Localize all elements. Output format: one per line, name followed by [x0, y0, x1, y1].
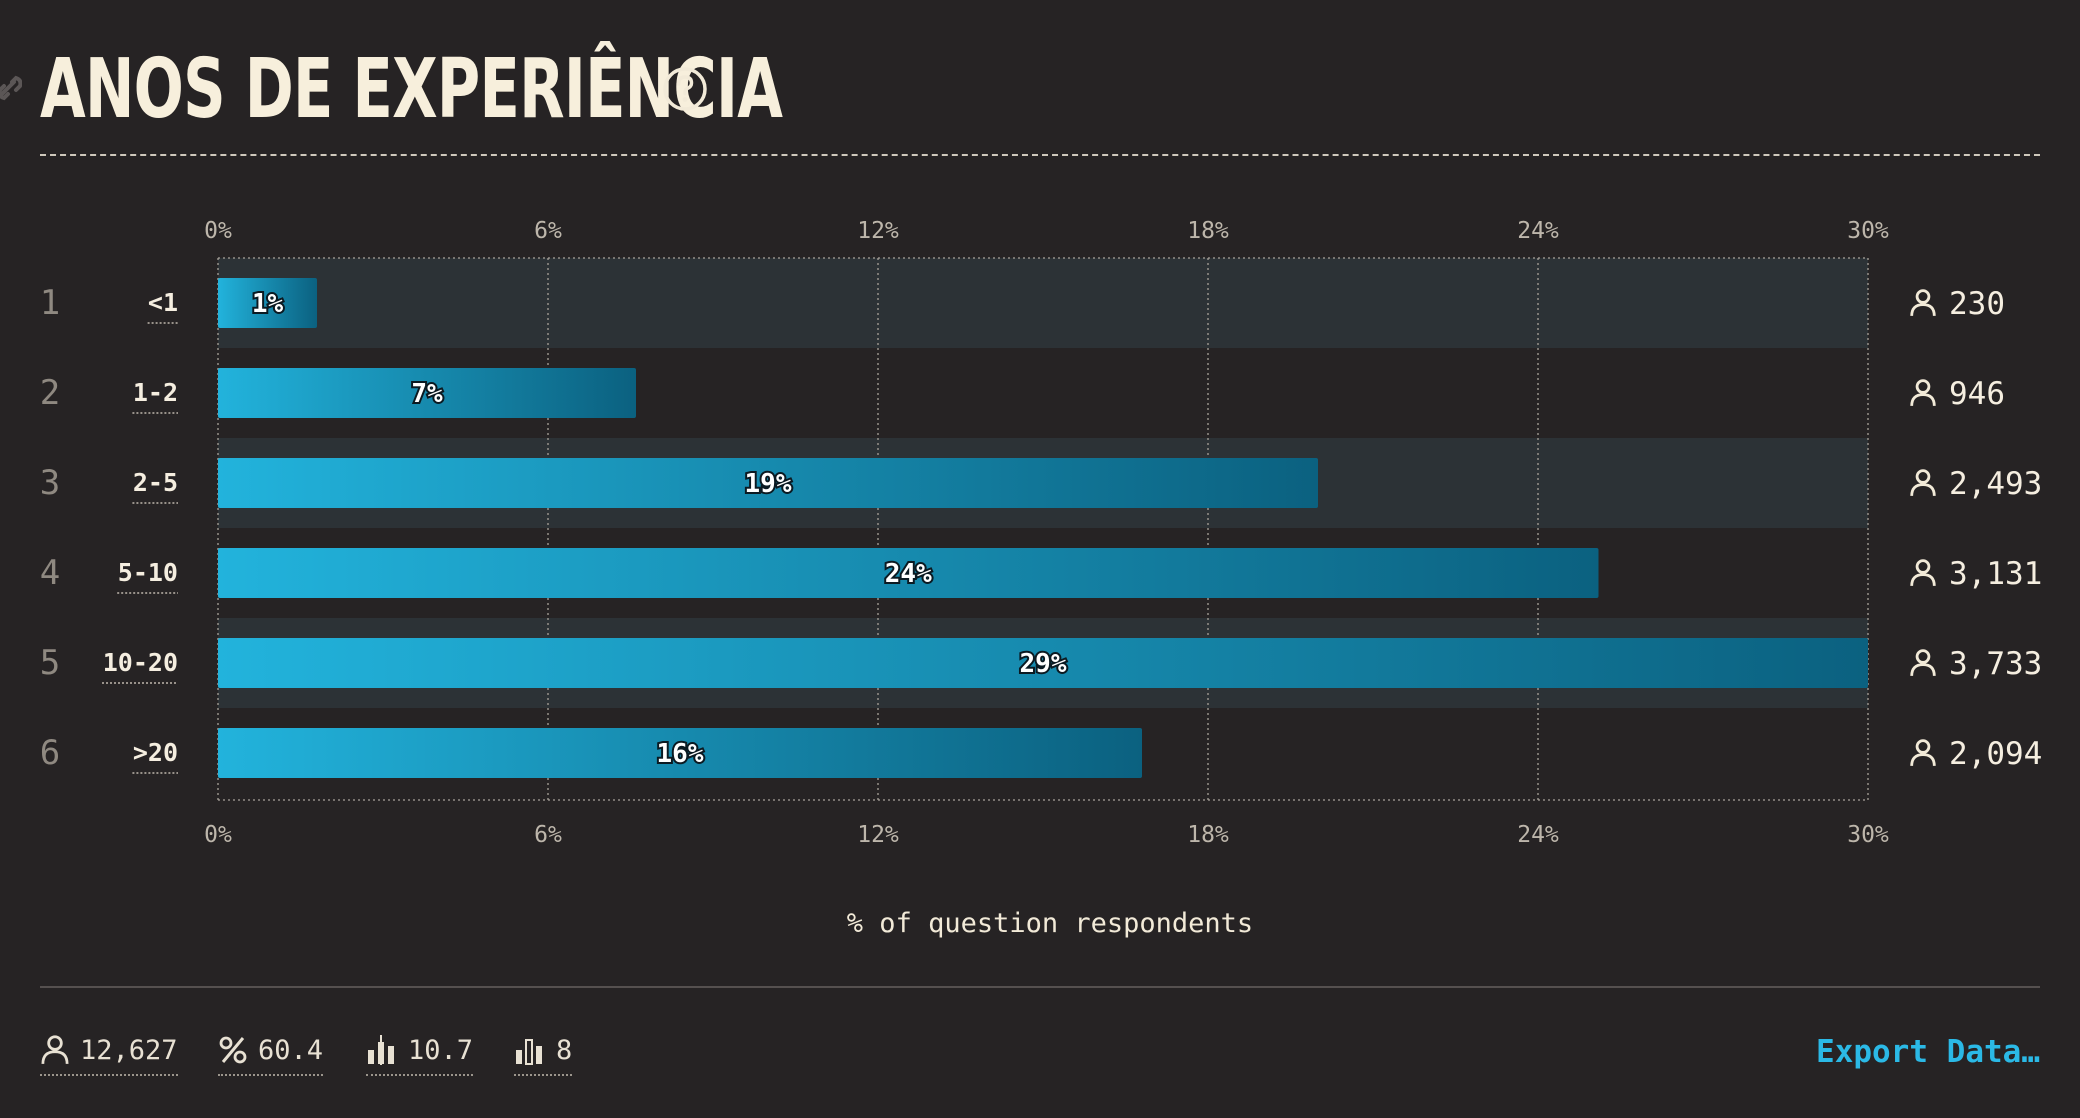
bar[interactable]	[218, 728, 1142, 778]
category-label[interactable]: >20	[133, 738, 178, 767]
person-icon	[1910, 559, 1936, 587]
bar-value-label: 24%	[885, 559, 932, 589]
average-icon	[368, 1035, 394, 1065]
bar[interactable]	[218, 638, 1868, 688]
person-icon	[41, 1035, 69, 1064]
x-tick-label-bottom: 24%	[1517, 822, 1559, 848]
bar-value-label: 16%	[657, 739, 704, 769]
row-rank: 1	[40, 283, 60, 323]
respondent-count: 946	[1949, 376, 2005, 412]
average-stat[interactable]: 10.7	[366, 1030, 474, 1076]
respondent-count: 3,131	[1949, 556, 2042, 592]
x-tick-label-top: 30%	[1847, 218, 1889, 244]
bars	[218, 278, 1868, 778]
header-divider	[40, 154, 2040, 156]
person-icon	[1910, 739, 1936, 767]
x-tick-label-bottom: 0%	[204, 822, 232, 848]
bar-value-label: 7%	[411, 379, 443, 409]
bar[interactable]	[218, 548, 1599, 598]
chart-footer: 12,627 60.4 10.7 8 Export Data…	[40, 1030, 2040, 1080]
category-label[interactable]: 10-20	[103, 648, 178, 677]
person-icon	[1910, 289, 1936, 317]
median-icon	[516, 1039, 542, 1065]
bar[interactable]	[218, 278, 317, 328]
x-tick-label-bottom: 18%	[1187, 822, 1229, 848]
x-tick-label-bottom: 30%	[1847, 822, 1889, 848]
respondent-count: 230	[1949, 286, 2005, 322]
bar[interactable]	[218, 368, 636, 418]
bar-value-label: 19%	[745, 469, 792, 499]
x-tick-label-bottom: 6%	[534, 822, 562, 848]
person-icon	[1910, 649, 1936, 677]
row-rank: 3	[40, 463, 60, 503]
bar-chart: 0%0%6%6%12%12%18%18%24%24%30%30% 1%1 <1 23…	[40, 218, 2043, 939]
row-band	[218, 258, 1868, 348]
x-tick-label-top: 12%	[857, 218, 899, 244]
link-icon[interactable]	[0, 72, 23, 104]
respondent-count: 2,493	[1949, 466, 2042, 502]
bar[interactable]	[218, 458, 1318, 508]
person-icon	[1910, 469, 1936, 497]
respondent-count: 2,094	[1949, 736, 2042, 772]
percent-value: 60.4	[258, 1034, 324, 1066]
respondents-stat[interactable]: 12,627	[40, 1030, 178, 1076]
x-tick-label-top: 6%	[534, 218, 562, 244]
percent-icon	[219, 1036, 247, 1064]
percent-stat[interactable]: 60.4	[218, 1030, 324, 1076]
help-icon[interactable]	[662, 66, 708, 112]
labels: 1% 1 <1 230 7% 2 1-2 946 19% 3 2-5 2,493 24% 4 5-10 3,1…	[40, 283, 2042, 774]
page-title: ANOS DE EXPERIÊNCIA	[40, 42, 783, 137]
category-label[interactable]: 2-5	[133, 468, 178, 497]
bottom-divider	[40, 986, 2040, 988]
bar-value-label: 1%	[252, 289, 284, 319]
row-rank: 6	[40, 733, 60, 773]
row-rank: 2	[40, 373, 60, 413]
person-icon	[1910, 379, 1936, 407]
x-tick-label-top: 0%	[204, 218, 232, 244]
export-data-link[interactable]: Export Data…	[1816, 1034, 2040, 1070]
category-label[interactable]: <1	[148, 288, 178, 317]
category-label[interactable]: 1-2	[133, 378, 178, 407]
category-label[interactable]: 5-10	[118, 558, 178, 587]
chart-header: ANOS DE EXPERIÊNCIA	[0, 36, 2040, 166]
x-tick-label-bottom: 12%	[857, 822, 899, 848]
respondent-count: 3,733	[1949, 646, 2042, 682]
median-value: 8	[556, 1034, 573, 1066]
respondents-value: 12,627	[80, 1034, 178, 1066]
bar-value-label: 29%	[1020, 649, 1067, 679]
row-rank: 5	[40, 643, 60, 683]
grid-lines: 0% 0% 6% 6% 12% 12% 18% 18% 24% 24% 30% 30%	[204, 218, 1889, 848]
median-stat[interactable]: 8	[514, 1030, 573, 1076]
x-axis-label: % of question respondents	[847, 908, 1253, 939]
x-tick-label-top: 24%	[1517, 218, 1559, 244]
x-tick-label-top: 18%	[1187, 218, 1229, 244]
row-rank: 4	[40, 553, 60, 593]
average-value: 10.7	[408, 1034, 474, 1066]
